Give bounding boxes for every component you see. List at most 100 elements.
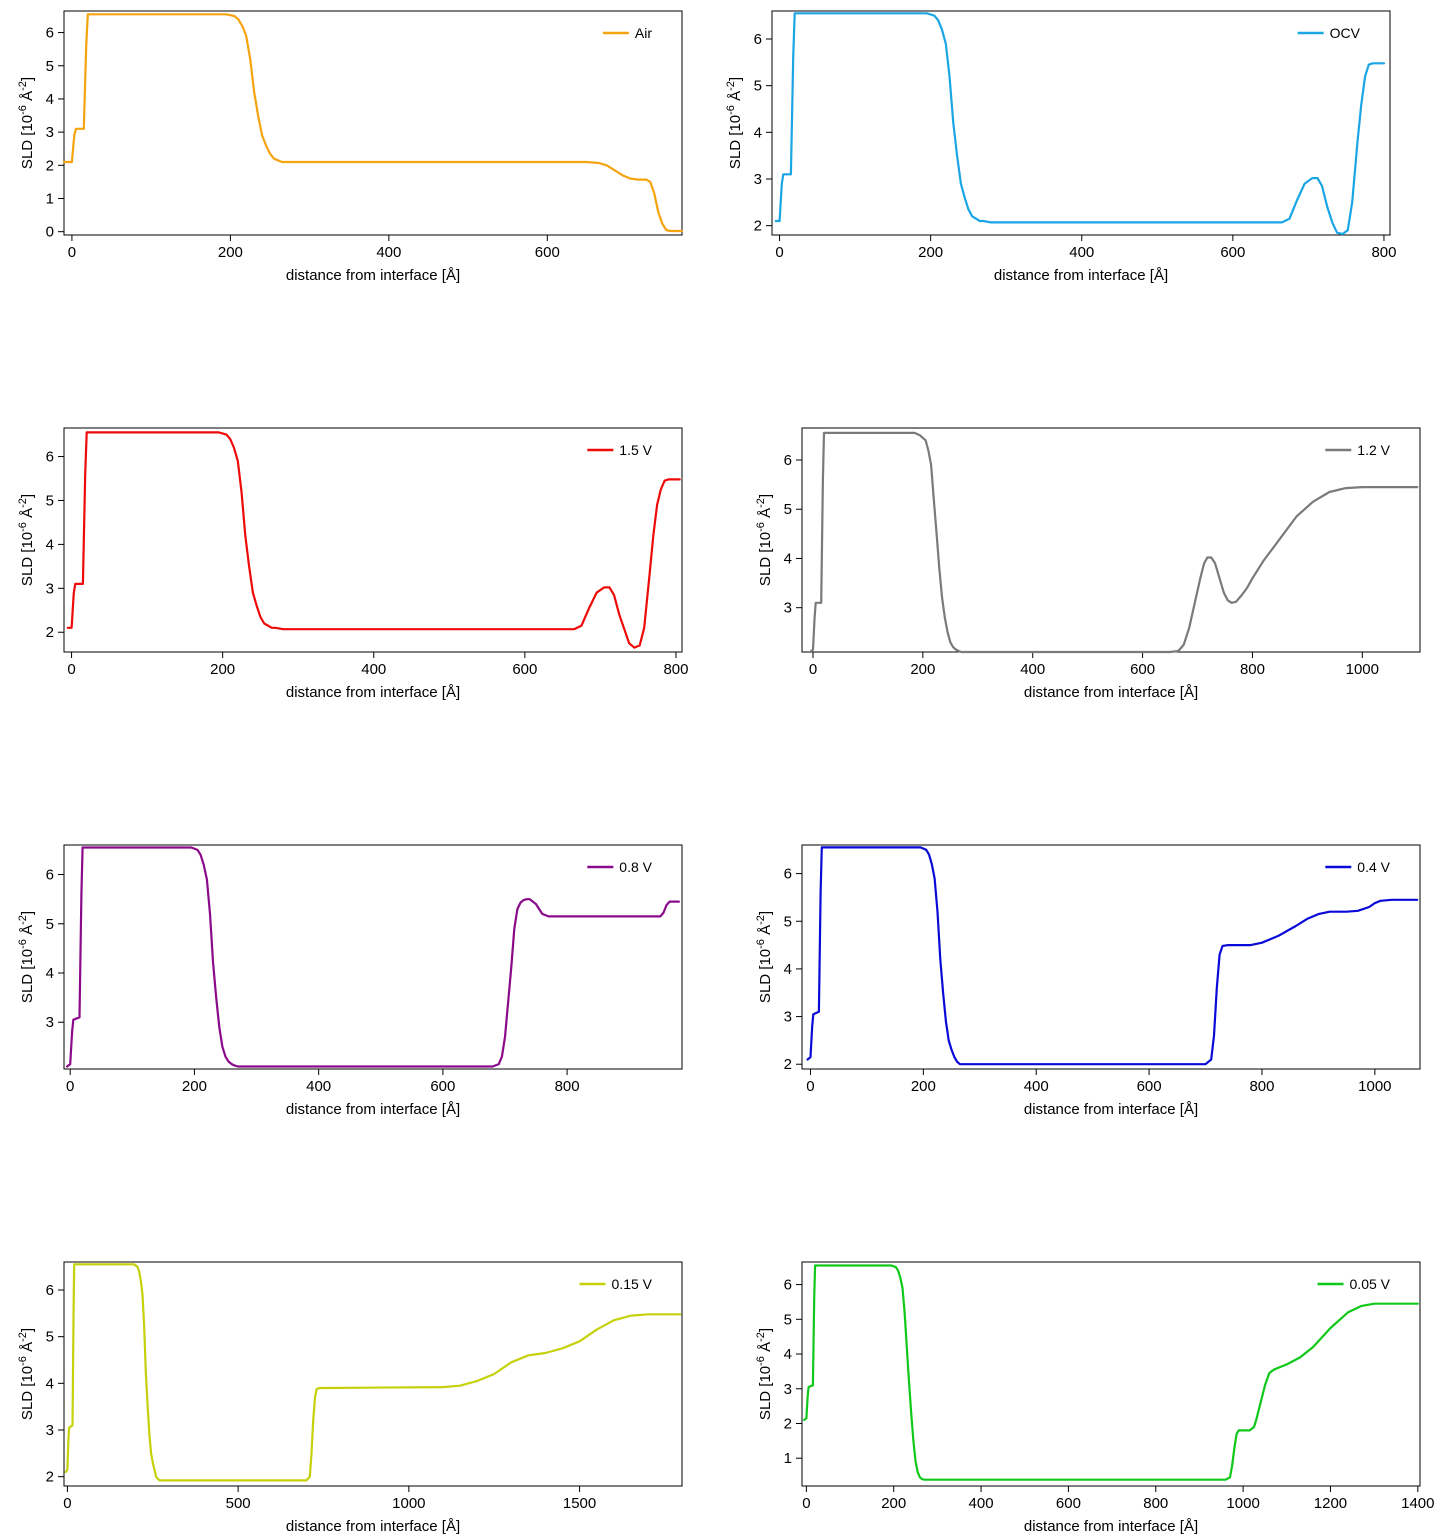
chart-panel-4: 0 200 400 600 800 1000 3 4 5 6 distance from inter… xyxy=(755,427,1421,701)
x-tick-label: 200 xyxy=(918,244,943,261)
y-tick-label: 2 xyxy=(754,218,762,235)
plot-frame xyxy=(801,844,1421,1070)
x-tick-label: 1000 xyxy=(1358,1078,1391,1095)
x-axis-title: distance from interface [Å] xyxy=(286,267,460,284)
x-tick-label: 400 xyxy=(1024,1078,1049,1095)
legend-label: 0.4 V xyxy=(1357,859,1390,875)
plot-frame xyxy=(771,10,1391,236)
series-line xyxy=(774,12,1386,236)
y-tick-label: 1 xyxy=(784,1450,792,1467)
x-axis-title: distance from interface [Å] xyxy=(994,267,1168,284)
y-tick-label: 5 xyxy=(46,58,54,75)
y-tick-label: 2 xyxy=(46,157,54,174)
legend-label: OCV xyxy=(1330,25,1361,41)
series-line xyxy=(62,13,684,233)
y-tick-label: 6 xyxy=(754,31,762,48)
y-tick-label: 6 xyxy=(46,867,54,884)
y-tick-label: 2 xyxy=(784,1056,792,1073)
plot-frame xyxy=(63,1261,683,1487)
x-tick-label: 0 xyxy=(806,1078,814,1095)
x-axis-title: distance from interface [Å] xyxy=(286,684,460,701)
y-tick-label: 6 xyxy=(46,1282,54,1299)
y-tick-label: 4 xyxy=(46,536,54,553)
y-tick-label: 5 xyxy=(784,1311,792,1328)
y-tick-label: 6 xyxy=(784,452,792,469)
plot-frame xyxy=(801,427,1421,653)
y-tick-label: 0 xyxy=(46,224,54,241)
x-tick-label: 500 xyxy=(226,1495,251,1512)
plot-frame xyxy=(63,844,683,1070)
y-tick-label: 5 xyxy=(46,492,54,509)
y-tick-label: 2 xyxy=(784,1415,792,1432)
x-tick-label: 400 xyxy=(1069,244,1094,261)
x-tick-label: 200 xyxy=(881,1495,906,1512)
x-tick-label: 0 xyxy=(802,1495,810,1512)
x-tick-label: 400 xyxy=(376,244,401,261)
x-tick-label: 200 xyxy=(218,244,243,261)
y-axis-title: SLD [10-6 Å-2] xyxy=(755,494,774,586)
y-tick-label: 5 xyxy=(784,501,792,518)
x-tick-label: 400 xyxy=(361,661,386,678)
series-line xyxy=(809,431,1419,654)
series-line xyxy=(64,1263,682,1482)
chart-panel-5: 0 200 400 600 800 3 4 5 6 distance from interface… xyxy=(17,844,683,1118)
x-tick-label: 200 xyxy=(210,661,235,678)
series-line xyxy=(806,846,1419,1066)
x-tick-label: 0 xyxy=(67,661,75,678)
y-tick-label: 5 xyxy=(784,913,792,930)
x-tick-label: 600 xyxy=(1220,244,1245,261)
y-axis-title: SLD [10-6 Å-2] xyxy=(17,911,36,1003)
legend-label: 1.5 V xyxy=(619,442,652,458)
plot-frame xyxy=(801,1261,1421,1487)
y-tick-label: 3 xyxy=(46,1014,54,1031)
x-tick-label: 800 xyxy=(1143,1495,1168,1512)
y-tick-label: 1 xyxy=(46,190,54,207)
x-tick-label: 400 xyxy=(1020,661,1045,678)
legend-label: 1.2 V xyxy=(1357,442,1390,458)
x-tick-label: 1200 xyxy=(1314,1495,1347,1512)
x-tick-label: 1500 xyxy=(563,1495,596,1512)
y-axis-title: SLD [10-6 Å-2] xyxy=(17,77,36,169)
x-tick-label: 800 xyxy=(555,1078,580,1095)
x-tick-label: 0 xyxy=(66,1078,74,1095)
y-axis-title: SLD [10-6 Å-2] xyxy=(755,911,774,1003)
y-tick-label: 5 xyxy=(46,1329,54,1346)
x-tick-label: 1000 xyxy=(1346,661,1379,678)
y-axis-title: SLD [10-6 Å-2] xyxy=(755,1328,774,1420)
x-axis-title: distance from interface [Å] xyxy=(1024,1101,1198,1118)
series-line xyxy=(66,431,681,649)
x-tick-label: 800 xyxy=(1371,244,1396,261)
x-tick-label: 1400 xyxy=(1401,1495,1434,1512)
y-tick-label: 4 xyxy=(784,1346,792,1363)
y-tick-label: 3 xyxy=(46,1422,54,1439)
y-tick-label: 2 xyxy=(46,624,54,641)
series-line xyxy=(803,1264,1419,1481)
plot-frame xyxy=(63,427,683,653)
y-axis-title: SLD [10-6 Å-2] xyxy=(17,1328,36,1420)
y-tick-label: 3 xyxy=(46,580,54,597)
y-axis-title: SLD [10-6 Å-2] xyxy=(17,494,36,586)
y-tick-label: 2 xyxy=(46,1469,54,1486)
chart-panel-3: 0 200 400 600 800 2 3 4 5 6 distance from interfac… xyxy=(17,427,688,701)
y-tick-label: 5 xyxy=(46,916,54,933)
y-tick-label: 6 xyxy=(46,25,54,42)
x-tick-label: 0 xyxy=(63,1495,71,1512)
plot-frame xyxy=(63,10,683,236)
y-tick-label: 3 xyxy=(784,1381,792,1398)
x-axis-title: distance from interface [Å] xyxy=(286,1518,460,1535)
series-line xyxy=(65,846,681,1068)
y-tick-label: 3 xyxy=(754,171,762,188)
y-tick-label: 4 xyxy=(46,91,54,108)
legend-label: 0.15 V xyxy=(612,1276,653,1292)
x-tick-label: 1000 xyxy=(392,1495,425,1512)
y-tick-label: 6 xyxy=(784,866,792,883)
x-tick-label: 600 xyxy=(512,661,537,678)
y-tick-label: 3 xyxy=(784,600,792,617)
y-tick-label: 4 xyxy=(784,550,792,567)
x-tick-label: 400 xyxy=(969,1495,994,1512)
x-tick-label: 600 xyxy=(1056,1495,1081,1512)
x-tick-label: 600 xyxy=(535,244,560,261)
x-axis-title: distance from interface [Å] xyxy=(286,1101,460,1118)
